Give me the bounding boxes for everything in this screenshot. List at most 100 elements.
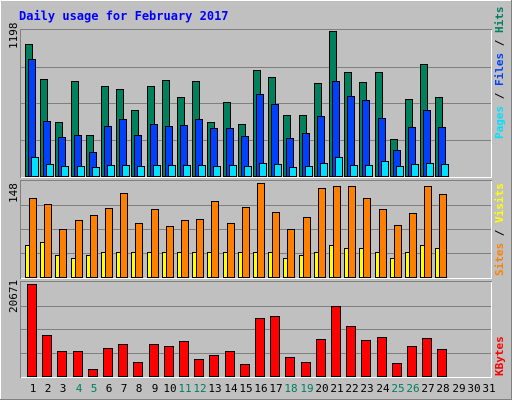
bar-kbytes [270, 316, 280, 377]
legend-sep: / [493, 86, 506, 106]
bar-kbytes [103, 348, 113, 377]
legend-visits: Visits [493, 183, 506, 223]
bar-kbytes [149, 344, 159, 377]
legend-hits: Hits [493, 7, 506, 34]
bars-hits-files-pages [25, 31, 449, 177]
bar-kbytes [346, 326, 356, 377]
bar-sites [409, 213, 417, 278]
bar-kbytes [255, 318, 265, 377]
bar-sites [363, 198, 371, 278]
bar-sites [242, 207, 250, 278]
day-label: 31 [482, 382, 495, 395]
day-label: 11 [178, 382, 191, 395]
bar-pages [46, 164, 54, 177]
bar-kbytes [316, 339, 326, 377]
legend-files: Files [493, 53, 506, 86]
bar-pages [168, 165, 176, 177]
bar-pages [77, 166, 85, 177]
day-label: 10 [163, 382, 176, 395]
bar-kbytes [73, 351, 83, 377]
bar-sites [227, 223, 235, 278]
bar-sites [29, 198, 37, 278]
bar-sites [287, 229, 295, 278]
day-label: 27 [421, 382, 434, 395]
day-label: 22 [345, 382, 358, 395]
day-label: 7 [121, 382, 128, 395]
bar-sites [59, 229, 67, 278]
bar-sites [181, 220, 189, 278]
bar-pages [107, 165, 115, 177]
day-label: 26 [406, 382, 419, 395]
bar-kbytes [377, 337, 387, 377]
bar-kbytes [194, 359, 204, 377]
day-label: 15 [239, 382, 252, 395]
bar-kbytes [301, 362, 311, 377]
bar-kbytes [209, 355, 219, 377]
bar-sites [303, 217, 311, 278]
bar-kbytes [285, 357, 295, 377]
day-label: 4 [76, 382, 83, 395]
bar-kbytes [437, 349, 447, 377]
bar-sites [257, 183, 265, 278]
bar-kbytes [164, 346, 174, 377]
bar-files [347, 96, 355, 177]
bar-pages [61, 166, 69, 177]
bar-sites [333, 186, 341, 278]
bar-sites [75, 220, 83, 278]
day-label: 18 [284, 382, 297, 395]
day-label: 9 [152, 382, 159, 395]
day-label: 2 [45, 382, 52, 395]
legend-sep: / [493, 33, 506, 53]
day-label: 12 [193, 382, 206, 395]
day-label: 3 [60, 382, 67, 395]
bar-pages [92, 167, 100, 177]
day-label: 6 [106, 382, 113, 395]
day-label: 5 [91, 382, 98, 395]
day-label: 1 [30, 382, 37, 395]
ymax-label-kbytes: 20671 [7, 280, 20, 313]
bar-sites [44, 204, 52, 278]
bar-pages [153, 165, 161, 177]
day-label: 28 [436, 382, 449, 395]
day-label: 8 [136, 382, 143, 395]
bar-pages [31, 157, 39, 177]
bar-kbytes [118, 344, 128, 377]
bar-sites [272, 212, 280, 278]
bar-kbytes [407, 346, 417, 377]
day-label: 30 [467, 382, 480, 395]
bars-kbytes [27, 284, 447, 377]
day-label: 21 [330, 382, 343, 395]
bar-kbytes [361, 340, 371, 377]
bar-kbytes [179, 341, 189, 377]
day-label: 20 [315, 382, 328, 395]
bar-sites [379, 209, 387, 278]
bar-sites [105, 208, 113, 278]
bar-pages [289, 167, 297, 177]
bar-pages [381, 161, 389, 177]
day-label: 17 [269, 382, 282, 395]
bar-kbytes [225, 351, 235, 377]
day-label: 19 [300, 382, 313, 395]
bar-pages [305, 166, 313, 177]
bar-pages [198, 165, 206, 177]
bar-pages [122, 165, 130, 177]
bar-pages [320, 163, 328, 177]
legend-hits-files-pages: Pages / Files / Hits [493, 7, 506, 140]
bar-sites [439, 194, 447, 278]
legend-pages: Pages [493, 106, 506, 139]
day-label: 24 [376, 382, 390, 395]
bar-kbytes [57, 351, 67, 377]
bar-pages [213, 166, 221, 177]
bar-kbytes [331, 306, 341, 377]
legend-sites: Sites [493, 243, 506, 276]
bar-sites [348, 186, 356, 278]
bar-pages [137, 166, 145, 177]
bar-sites [135, 223, 143, 278]
panel-hits-files-pages [20, 29, 492, 178]
bar-pages [259, 163, 267, 177]
bar-kbytes [88, 369, 98, 377]
day-label: 13 [208, 382, 221, 395]
bar-kbytes [133, 362, 143, 377]
ymax-label-hits: 1198 [7, 23, 20, 50]
